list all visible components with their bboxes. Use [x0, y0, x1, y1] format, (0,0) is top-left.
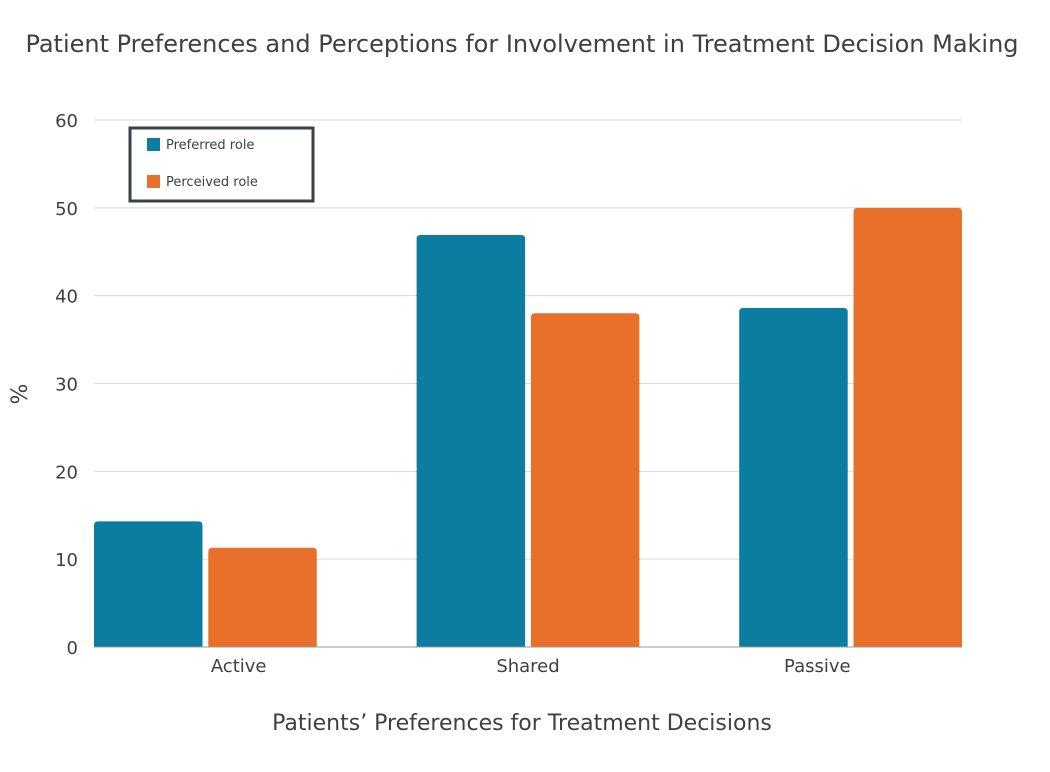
y-tick-label: 60: [55, 111, 78, 132]
x-tick-labels: Active Shared Passive: [211, 656, 851, 677]
chart-title: Patient Preferences and Perceptions for …: [25, 30, 1018, 58]
bars: [94, 207, 962, 648]
legend-label-preferred-role: Preferred role: [166, 138, 254, 153]
legend-swatch-perceived-role: [147, 175, 160, 188]
legend: Preferred role Perceived role: [128, 126, 315, 203]
x-axis-label: Patients’ Preferences for Treatment Deci…: [272, 711, 772, 736]
bar-preferred-role-active: [94, 521, 203, 647]
y-tick-label: 40: [55, 287, 78, 308]
bar-perceived-role-passive: [853, 207, 962, 648]
legend-swatch-preferred-role: [147, 138, 160, 151]
bar-preferred-role-passive: [739, 307, 848, 647]
y-tick-label: 30: [55, 375, 78, 396]
x-tick-label: Passive: [784, 656, 851, 677]
legend-box: [128, 126, 315, 203]
bar-preferred-role-shared: [416, 235, 526, 648]
x-tick-label: Active: [211, 656, 267, 677]
bar-perceived-role-active: [208, 547, 317, 647]
bar-perceived-role-shared: [530, 313, 640, 647]
y-axis-label: %: [8, 384, 33, 405]
legend-label-perceived-role: Perceived role: [166, 175, 258, 190]
y-tick-label: 20: [55, 462, 78, 483]
y-tick-label: 0: [67, 638, 78, 659]
y-tick-labels: 0 10 20 30 40 50 60: [55, 111, 78, 659]
x-tick-label: Shared: [496, 656, 559, 677]
y-tick-label: 50: [55, 199, 78, 220]
y-tick-label: 10: [55, 550, 78, 571]
